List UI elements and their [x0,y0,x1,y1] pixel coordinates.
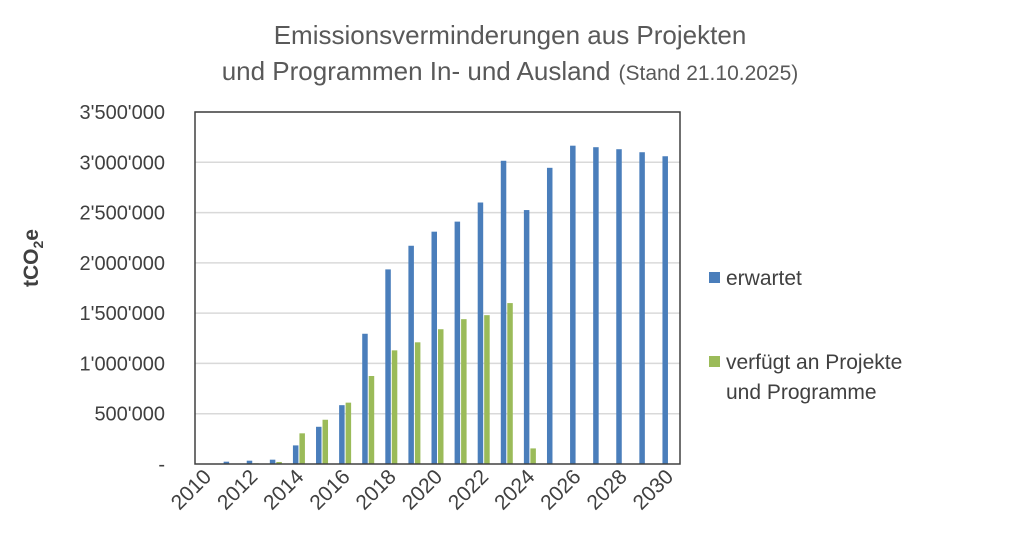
y-tick-label: 3'500'000 [80,102,166,124]
bar-erwartet-2016 [339,405,345,464]
y-tick-label: 3'000'000 [80,152,166,174]
bar-erwartet-2023 [500,160,507,464]
x-tick-label: 2030 [629,465,678,514]
bar-erwartet-2026 [570,145,576,465]
bar-verfuegt-2021 [461,319,467,464]
bar-erwartet-2014 [292,445,299,464]
x-tick-label: 2012 [213,465,262,514]
plot-area-border [194,111,681,465]
legend-swatch-erwartet [709,272,720,283]
x-tick-label: 2016 [305,465,354,514]
bar-erwartet-2029 [639,152,645,464]
bar-erwartet-2021 [454,221,461,464]
bar-erwartet-2027 [593,147,599,464]
bar-erwartet-2028 [616,149,622,464]
y-axis-label-tail: e [20,229,43,241]
bar-erwartet-2030 [662,156,668,464]
bar-erwartet-2022 [477,202,484,464]
y-tick-label: 1'500'000 [80,303,166,325]
bar-verfuegt-2020 [438,329,444,464]
chart-title-line2-text: und Programmen In- und Ausland [222,56,611,86]
legend-label-erwartet: erwartet [726,267,802,290]
bar-erwartet-2013 [269,459,276,464]
chart-subtitle: (Stand 21.10.2025) [618,62,798,85]
bar-erwartet-2025 [546,167,553,464]
bar-erwartet-2015 [316,426,322,464]
bar-erwartet-2024 [523,210,530,464]
x-tick-label: 2024 [490,465,540,515]
bar-erwartet-2012 [246,460,253,464]
bar-erwartet-2011 [223,461,230,464]
legend-label-verfuegt-line2: und Programme [726,381,877,404]
y-tick-label: 1'000'000 [80,353,166,375]
y-tick-label: 2'000'000 [80,253,166,275]
bar-erwartet-2017 [362,333,368,464]
bar-verfuegt-2023 [507,303,513,464]
legend: erwartet verfügt an Projekte und Program… [709,267,902,404]
y-tick-label: 2'500'000 [80,203,166,225]
y-axis-label-main: tCO [20,248,43,287]
x-tick-label: 2010 [167,465,216,514]
y-axis-label-subscript: 2 [30,240,46,248]
x-tick-label: 2020 [398,465,447,514]
bar-verfuegt-2015 [322,419,329,464]
bar-erwartet-2020 [431,231,437,464]
x-tick-label: 2028 [582,465,631,514]
chart-title-line1: Emissionsverminderungen aus Projekten [274,20,747,50]
bar-verfuegt-2024 [530,448,536,464]
legend-swatch-verfuegt [709,356,720,367]
bar-verfuegt-2018 [391,350,398,464]
x-tick-label: 2014 [259,465,309,515]
chart-title-line2: und Programmen In- und Ausland (Stand 21.… [222,56,799,86]
bar-verfuegt-2017 [368,376,375,464]
x-tick-label: 2026 [536,465,585,514]
bar-erwartet-2019 [408,245,414,464]
bar-verfuegt-2022 [484,315,490,464]
y-tick-label: 500'000 [94,404,165,426]
legend-label-verfuegt-line1: verfügt an Projekte [726,351,902,374]
bar-verfuegt-2014 [299,433,305,464]
bar-verfuegt-2013 [276,461,282,464]
y-tick-label: - [158,454,165,476]
bar-verfuegt-2019 [414,342,421,464]
x-tick-label: 2022 [444,465,493,514]
bar-erwartet-2018 [385,269,391,464]
x-tick-label: 2018 [352,465,401,514]
bar-verfuegt-2016 [345,402,352,464]
y-axis-label: tCO2e [20,229,46,287]
